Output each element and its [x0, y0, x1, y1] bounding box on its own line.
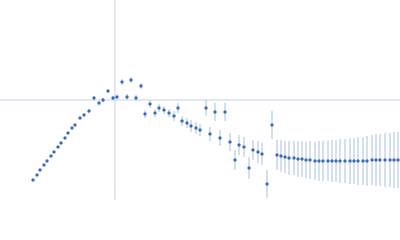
point: [317, 159, 321, 163]
point: [348, 159, 352, 163]
point: [370, 158, 374, 162]
point: [87, 109, 91, 113]
point: [392, 158, 396, 162]
point: [338, 159, 342, 163]
point: [66, 131, 70, 135]
point: [35, 173, 39, 177]
point: [134, 96, 138, 100]
point: [361, 159, 365, 163]
point: [287, 156, 291, 160]
point: [334, 159, 338, 163]
point: [326, 159, 330, 163]
point: [189, 124, 193, 128]
point: [180, 119, 184, 123]
point: [256, 150, 260, 154]
point: [194, 126, 198, 130]
point: [242, 145, 246, 149]
point: [139, 84, 143, 88]
point: [365, 159, 369, 163]
point: [70, 126, 74, 130]
point: [283, 155, 287, 159]
point: [251, 148, 255, 152]
point: [292, 156, 296, 160]
point: [153, 111, 157, 115]
point: [265, 182, 269, 186]
point: [383, 158, 387, 162]
point: [31, 178, 35, 182]
point: [97, 101, 101, 105]
point: [352, 159, 356, 163]
point: [143, 112, 147, 116]
point: [106, 89, 110, 93]
point: [49, 154, 53, 158]
point: [378, 158, 382, 162]
point: [59, 141, 63, 145]
point: [304, 158, 308, 162]
point: [223, 110, 227, 114]
point: [176, 106, 180, 110]
point: [125, 95, 129, 99]
point: [296, 157, 300, 161]
point: [45, 159, 49, 163]
point: [162, 108, 166, 112]
point: [388, 158, 392, 162]
point: [172, 114, 176, 118]
point: [185, 121, 189, 125]
point: [129, 78, 133, 82]
point: [213, 110, 217, 114]
point: [343, 159, 347, 163]
point: [218, 136, 222, 140]
point: [73, 123, 77, 127]
point: [208, 132, 212, 136]
chart: [0, 0, 400, 200]
point: [52, 150, 56, 154]
point: [275, 153, 279, 157]
point: [38, 168, 42, 172]
point: [308, 158, 312, 162]
point: [82, 113, 86, 117]
point: [330, 159, 334, 163]
point: [204, 106, 208, 110]
point: [120, 80, 124, 84]
point: [101, 98, 105, 102]
point: [279, 154, 283, 158]
point: [115, 95, 119, 99]
point: [111, 96, 115, 100]
point: [157, 106, 161, 110]
point: [270, 123, 274, 127]
point: [92, 96, 96, 100]
point: [247, 166, 251, 170]
point: [356, 159, 360, 163]
point: [148, 102, 152, 106]
point: [167, 111, 171, 115]
point: [237, 143, 241, 147]
point: [42, 163, 46, 167]
point: [260, 152, 264, 156]
point: [313, 159, 317, 163]
point: [300, 157, 304, 161]
point: [396, 158, 400, 162]
point: [63, 136, 67, 140]
point: [56, 145, 60, 149]
point: [321, 159, 325, 163]
point: [78, 116, 82, 120]
point: [233, 158, 237, 162]
point: [374, 158, 378, 162]
point: [198, 128, 202, 132]
point: [228, 140, 232, 144]
